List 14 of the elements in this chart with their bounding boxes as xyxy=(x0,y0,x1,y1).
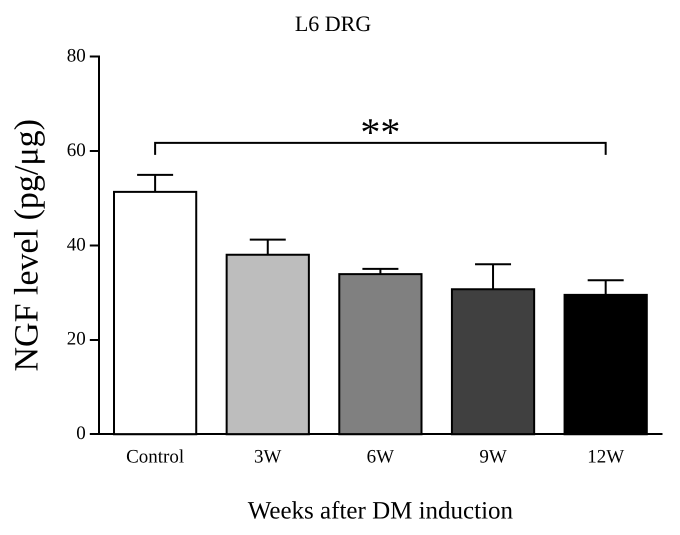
chart-title: L6 DRG xyxy=(294,10,372,36)
y-tick-label: 20 xyxy=(66,328,86,350)
x-tick-label: 3W xyxy=(254,446,282,468)
y-tick-label: 80 xyxy=(66,45,86,66)
y-tick-label: 0 xyxy=(76,423,86,444)
x-axis-title: Weeks after DM induction xyxy=(248,498,514,525)
x-tick-label: 9W xyxy=(479,446,507,468)
x-tick-label: 6W xyxy=(366,446,394,468)
y-axis-title: NGF level (pg/μg) xyxy=(8,119,46,372)
y-tick-label: 40 xyxy=(66,234,86,256)
annotation: ** xyxy=(360,109,400,154)
y-tick-label: 60 xyxy=(66,140,86,161)
x-tick-label: 12W xyxy=(587,446,624,468)
x-tick-label: Control xyxy=(126,446,184,468)
